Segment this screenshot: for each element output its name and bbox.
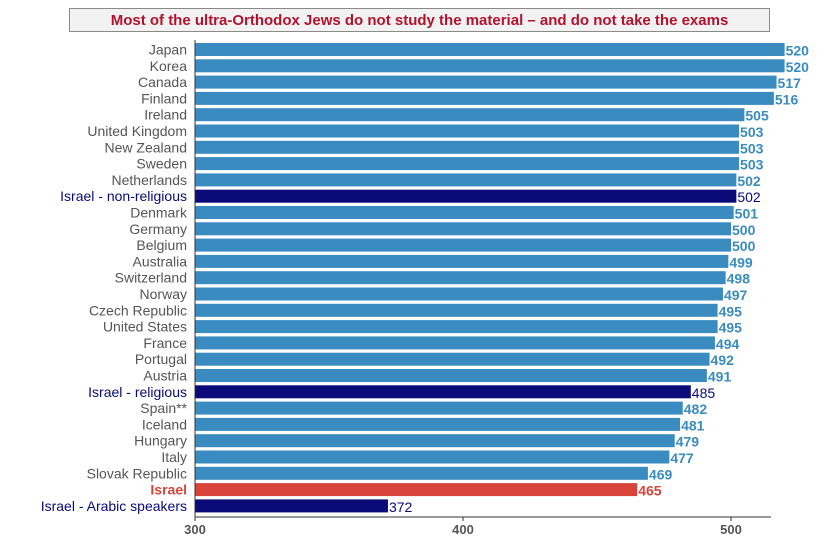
category-label: Australia [133, 253, 188, 269]
value-label: 516 [775, 91, 799, 107]
category-label: Finland [141, 90, 187, 106]
chart-title-box: Most of the ultra-Orthodox Jews do not s… [69, 8, 770, 32]
category-label: Israel - religious [88, 384, 187, 400]
category-label: Belgium [136, 237, 187, 253]
bar [195, 75, 777, 89]
value-label: 492 [711, 352, 735, 368]
category-label: Italy [161, 449, 187, 465]
value-label: 499 [729, 254, 753, 270]
value-label: 503 [740, 140, 764, 156]
x-tick-label: 300 [184, 522, 206, 537]
bar [195, 303, 718, 317]
value-label: 465 [638, 483, 662, 499]
bar [195, 238, 731, 252]
value-label: 503 [740, 124, 764, 140]
category-label: Austria [143, 368, 187, 384]
value-label: 501 [735, 206, 759, 222]
value-label: 494 [716, 336, 740, 352]
category-label: Israel [150, 482, 187, 498]
value-label: 479 [676, 434, 700, 450]
category-label: Korea [150, 58, 188, 74]
category-label: France [143, 335, 187, 351]
category-label: Slovak Republic [87, 465, 187, 481]
category-label: Switzerland [115, 270, 187, 286]
bar [195, 417, 681, 431]
bar [195, 336, 715, 350]
value-label: 503 [740, 157, 764, 173]
category-label: Denmark [130, 205, 188, 221]
value-label: 502 [737, 189, 761, 205]
category-label: United States [103, 319, 187, 335]
bar [195, 320, 718, 334]
category-label: Netherlands [112, 172, 188, 188]
bar [195, 450, 670, 464]
value-label: 520 [786, 43, 810, 59]
value-label: 520 [786, 59, 810, 75]
bar [195, 369, 707, 382]
category-label: Germany [129, 221, 187, 237]
bar [195, 287, 723, 301]
bar [195, 254, 729, 268]
value-label: 495 [719, 303, 743, 319]
value-label: 481 [681, 417, 705, 433]
bar [195, 352, 710, 366]
value-label: 497 [724, 287, 748, 303]
value-label: 477 [670, 450, 694, 466]
value-label: 482 [684, 401, 708, 417]
category-label: Sweden [136, 156, 187, 172]
x-tick-label: 500 [720, 522, 742, 537]
bar [195, 173, 737, 187]
bar [195, 43, 785, 56]
category-label: Norway [140, 286, 187, 302]
bar [195, 385, 691, 399]
category-label: New Zealand [105, 139, 188, 155]
value-label: 502 [737, 173, 761, 189]
x-tick-label: 400 [452, 522, 474, 537]
category-label: Czech Republic [89, 302, 187, 318]
value-label: 517 [778, 75, 802, 91]
bar [195, 108, 745, 122]
bar [195, 434, 675, 448]
category-label: Ireland [144, 107, 187, 123]
value-label: 495 [719, 320, 743, 336]
bar [195, 59, 785, 73]
bar [195, 206, 734, 219]
category-label: Spain** [140, 400, 187, 416]
value-label: 505 [745, 108, 769, 124]
category-label: Japan [149, 42, 187, 58]
value-label: 498 [727, 271, 751, 287]
bar [195, 189, 737, 203]
bar [195, 499, 388, 513]
value-label: 372 [389, 499, 413, 515]
value-label: 500 [732, 238, 756, 254]
bar [195, 222, 731, 236]
category-label: Israel - Arabic speakers [41, 498, 187, 514]
value-label: 491 [708, 369, 732, 385]
bar [195, 466, 648, 480]
category-label: United Kingdom [87, 123, 187, 139]
value-label: 485 [692, 385, 716, 401]
category-label: Israel - non-religious [60, 188, 187, 204]
bar [195, 91, 774, 105]
bar [195, 271, 726, 285]
bar [195, 140, 740, 154]
value-label: 500 [732, 222, 756, 238]
category-label: Iceland [142, 416, 187, 432]
bar [195, 124, 740, 138]
chart-title: Most of the ultra-Orthodox Jews do not s… [110, 11, 729, 29]
bar [195, 157, 740, 171]
category-label: Portugal [135, 351, 187, 367]
value-label: 469 [649, 466, 673, 482]
bar [195, 401, 683, 415]
category-label: Hungary [134, 433, 187, 449]
category-label: Canada [138, 74, 187, 90]
bar [195, 483, 638, 497]
